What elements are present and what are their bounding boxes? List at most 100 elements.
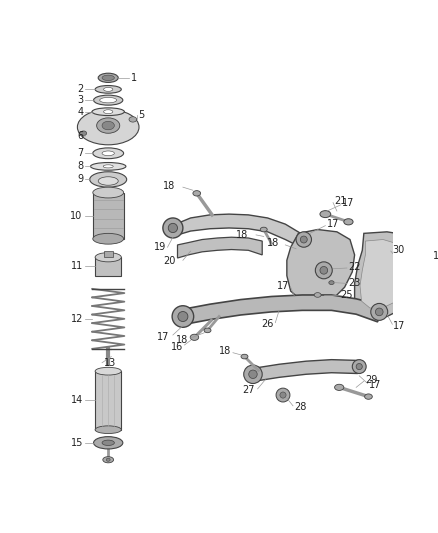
Text: 5: 5 [138,110,145,120]
Ellipse shape [296,232,311,247]
Ellipse shape [320,211,331,217]
Text: 19: 19 [154,242,166,252]
Ellipse shape [103,165,113,168]
Ellipse shape [249,370,257,378]
Text: 22: 22 [349,262,361,272]
Circle shape [280,392,286,398]
Text: 30: 30 [392,245,405,255]
Ellipse shape [97,118,120,133]
Circle shape [276,388,290,402]
Ellipse shape [315,262,332,279]
Ellipse shape [172,306,194,327]
Polygon shape [177,237,262,258]
Ellipse shape [92,108,124,116]
Text: 1: 1 [131,73,137,83]
Ellipse shape [371,303,388,320]
Polygon shape [360,239,413,308]
Ellipse shape [204,328,211,333]
Text: 26: 26 [261,319,274,329]
Text: 23: 23 [349,278,361,288]
Ellipse shape [93,187,124,198]
Text: 3: 3 [78,95,84,105]
Ellipse shape [106,458,110,461]
Ellipse shape [95,253,121,262]
Text: 17: 17 [157,332,170,342]
Text: 17: 17 [327,219,339,229]
Ellipse shape [98,73,118,83]
Ellipse shape [244,365,262,384]
Text: 8: 8 [78,161,84,172]
Text: 18: 18 [267,238,279,248]
Bar [95,257,121,276]
Text: 17: 17 [342,198,355,208]
Text: 18: 18 [236,230,248,240]
Ellipse shape [356,364,362,370]
Bar [93,192,124,239]
Ellipse shape [102,151,114,156]
Ellipse shape [91,163,126,170]
Polygon shape [287,230,355,303]
Text: 17: 17 [369,380,381,390]
Ellipse shape [352,360,366,374]
Ellipse shape [335,384,344,391]
Ellipse shape [90,172,127,187]
Text: 4: 4 [78,107,84,117]
Text: 12: 12 [71,314,84,324]
Bar [103,251,113,257]
Polygon shape [177,214,301,247]
Ellipse shape [94,95,123,105]
Text: 17: 17 [277,281,289,290]
Text: 2: 2 [78,84,84,94]
Text: 18: 18 [163,181,175,191]
Ellipse shape [100,98,117,103]
Text: 9: 9 [78,174,84,184]
Ellipse shape [260,227,267,232]
Ellipse shape [193,191,201,196]
Text: 28: 28 [294,402,307,413]
Text: 15: 15 [71,438,84,448]
Text: 13: 13 [103,358,116,368]
Ellipse shape [78,109,139,145]
Text: 18: 18 [219,346,231,356]
Ellipse shape [103,87,113,91]
Ellipse shape [94,437,123,449]
Bar [95,371,121,430]
Text: 18: 18 [433,252,438,262]
Polygon shape [185,295,378,324]
Polygon shape [254,360,358,381]
Ellipse shape [98,177,118,185]
Ellipse shape [95,426,121,433]
Ellipse shape [329,281,334,285]
Text: 27: 27 [242,385,254,395]
Ellipse shape [81,131,87,135]
Ellipse shape [375,308,383,316]
Ellipse shape [178,311,188,321]
Text: 10: 10 [70,211,82,221]
Ellipse shape [93,148,124,159]
Ellipse shape [168,223,177,232]
Text: 18: 18 [176,335,188,345]
Text: 20: 20 [163,256,175,266]
Ellipse shape [364,394,372,399]
Text: 7: 7 [78,148,84,158]
Ellipse shape [320,266,328,274]
Ellipse shape [163,218,183,238]
Text: 11: 11 [71,262,84,271]
Text: 25: 25 [341,290,353,300]
Text: 17: 17 [393,321,406,331]
Ellipse shape [93,233,124,244]
Ellipse shape [95,85,121,93]
Ellipse shape [102,440,114,446]
Text: 6: 6 [78,131,84,141]
Ellipse shape [344,219,353,225]
Text: 14: 14 [71,395,84,406]
Ellipse shape [241,354,248,359]
Ellipse shape [314,293,321,297]
Ellipse shape [103,110,113,114]
Ellipse shape [102,75,114,80]
Polygon shape [355,232,427,318]
Ellipse shape [102,122,114,130]
Ellipse shape [129,117,137,122]
Text: 29: 29 [365,375,378,385]
Text: 21: 21 [335,196,347,206]
